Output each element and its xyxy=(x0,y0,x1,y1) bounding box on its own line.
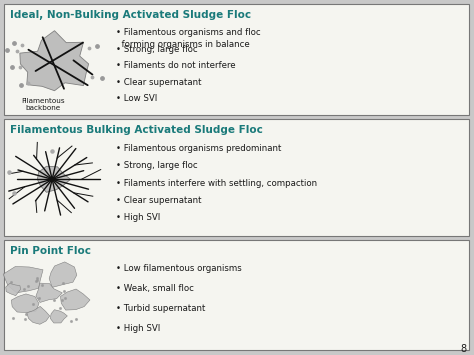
Text: • High SVI: • High SVI xyxy=(116,213,160,223)
FancyBboxPatch shape xyxy=(4,119,469,236)
Polygon shape xyxy=(36,283,62,302)
Point xyxy=(68,318,75,324)
Text: • Filamentous organisms predominant: • Filamentous organisms predominant xyxy=(116,144,282,153)
Text: • Weak, small floc: • Weak, small floc xyxy=(116,284,194,293)
Text: • Clear supernatant: • Clear supernatant xyxy=(116,77,201,87)
Text: • Low SVI: • Low SVI xyxy=(116,94,157,103)
Text: • Filaments do not interfere: • Filaments do not interfere xyxy=(116,61,236,70)
Point xyxy=(24,283,31,289)
Point xyxy=(20,286,28,291)
Point xyxy=(18,42,26,48)
FancyBboxPatch shape xyxy=(4,4,469,115)
Point xyxy=(18,82,25,88)
Polygon shape xyxy=(27,306,50,324)
Text: Pin Point Floc: Pin Point Floc xyxy=(10,246,91,256)
Polygon shape xyxy=(61,289,90,310)
Polygon shape xyxy=(37,166,71,192)
Text: 8: 8 xyxy=(461,344,467,354)
Point xyxy=(33,278,41,283)
Text: Ideal, Non-Bulking Activated Sludge Floc: Ideal, Non-Bulking Activated Sludge Floc xyxy=(10,10,252,20)
Point xyxy=(89,74,96,80)
Point xyxy=(32,278,40,284)
Text: • High SVI: • High SVI xyxy=(116,324,160,333)
Point xyxy=(24,80,32,86)
Polygon shape xyxy=(3,267,43,293)
Point xyxy=(34,275,41,280)
Point xyxy=(6,169,13,175)
Point xyxy=(7,279,15,284)
Polygon shape xyxy=(50,310,67,323)
Point xyxy=(10,40,18,45)
Polygon shape xyxy=(6,283,20,296)
Text: Filamentous
backbone: Filamentous backbone xyxy=(21,98,64,111)
Polygon shape xyxy=(11,294,39,312)
Point xyxy=(59,281,66,286)
Point xyxy=(17,64,24,70)
Point xyxy=(60,289,68,294)
Point xyxy=(10,191,18,196)
Text: • Low filamentous organisms: • Low filamentous organisms xyxy=(116,264,242,273)
Text: Filamentous Bulking Activated Sludge Floc: Filamentous Bulking Activated Sludge Flo… xyxy=(10,125,263,135)
Polygon shape xyxy=(20,31,89,91)
Point xyxy=(3,47,11,53)
Point xyxy=(72,316,80,321)
Point xyxy=(85,45,92,51)
Text: • Filamentous organisms and floc
  forming organisms in balance: • Filamentous organisms and floc forming… xyxy=(116,28,261,49)
Text: • Clear supernatant: • Clear supernatant xyxy=(116,196,201,205)
Point xyxy=(13,48,20,54)
Point xyxy=(30,301,37,306)
Point xyxy=(56,305,64,310)
Point xyxy=(59,297,66,303)
Point xyxy=(48,148,56,154)
Point xyxy=(21,316,28,322)
FancyBboxPatch shape xyxy=(4,240,469,350)
Text: • Strong, large floc: • Strong, large floc xyxy=(116,161,198,170)
Point xyxy=(98,75,106,81)
Point xyxy=(93,43,101,49)
Text: • Filaments interfere with settling, compaction: • Filaments interfere with settling, com… xyxy=(116,179,317,187)
Point xyxy=(36,295,43,300)
Point xyxy=(22,311,30,317)
Point xyxy=(51,297,58,303)
Text: • Turbid supernatant: • Turbid supernatant xyxy=(116,304,206,313)
Point xyxy=(38,282,46,288)
Polygon shape xyxy=(49,262,77,288)
Point xyxy=(61,295,68,301)
Point xyxy=(8,65,16,70)
Text: • Strong, large floc: • Strong, large floc xyxy=(116,45,198,54)
Point xyxy=(9,315,17,321)
